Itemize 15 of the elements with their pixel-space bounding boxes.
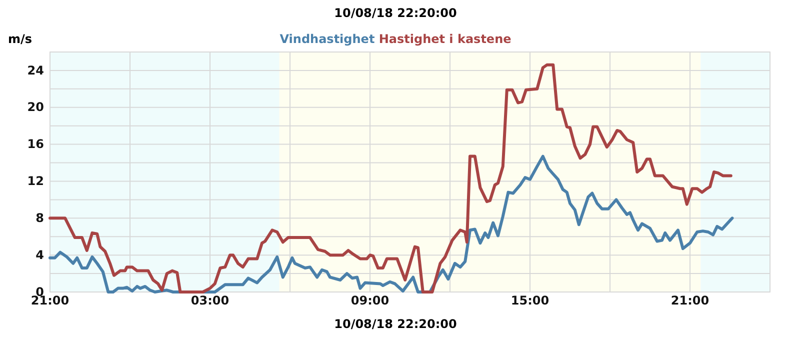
y-tick-label: 20 xyxy=(27,100,44,114)
y-tick-label: 12 xyxy=(27,174,44,188)
x-tick-label: 09:00 xyxy=(350,294,390,308)
y-tick-label: 4 xyxy=(36,248,44,262)
x-tick-label: 03:00 xyxy=(190,294,230,308)
y-tick-label: 16 xyxy=(27,137,44,152)
text: Hastighet i kastene xyxy=(374,32,512,46)
text: Vindhastighet xyxy=(280,32,375,46)
x-tick-label: 15:00 xyxy=(510,294,550,308)
x-axis-title: 10/08/18 22:20:00 xyxy=(334,317,457,331)
chart-title: 10/08/18 22:20:00 xyxy=(334,6,457,20)
y-tick-label: 8 xyxy=(36,210,44,225)
y-tick-label: 24 xyxy=(27,63,44,78)
x-tick-label: 21:00 xyxy=(670,294,710,308)
y-axis-title: m/s xyxy=(8,32,32,46)
